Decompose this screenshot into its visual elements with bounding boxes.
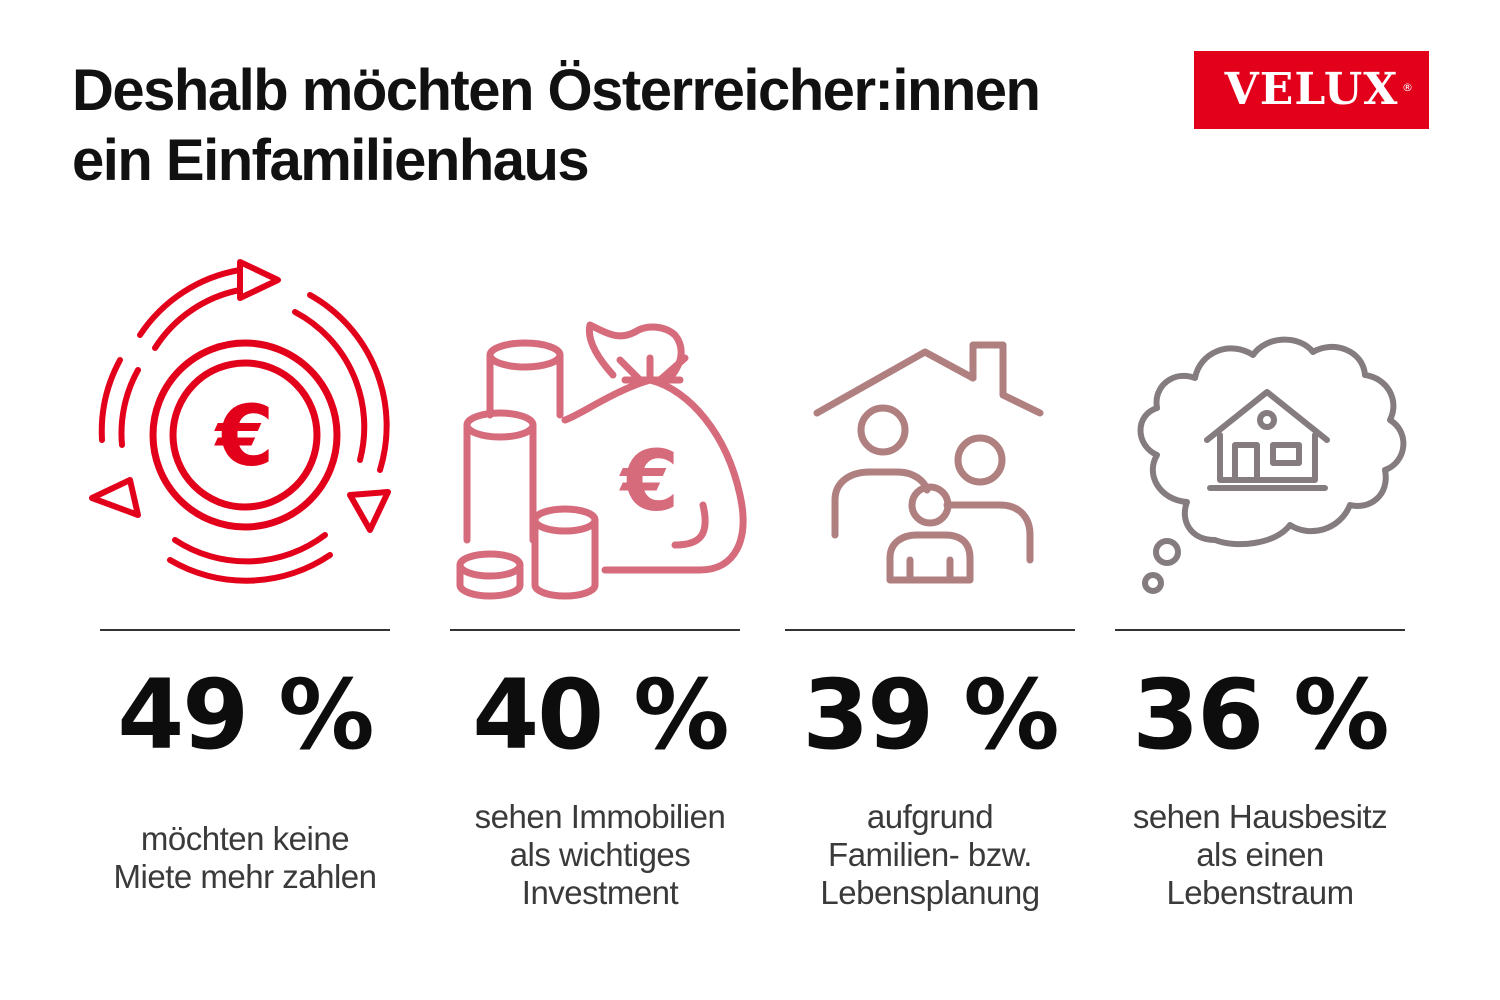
stat-value: 49 % xyxy=(117,659,374,771)
divider xyxy=(785,629,1075,631)
logo-text: VELUX xyxy=(1224,64,1399,115)
stat-label-line: Lebenstraum xyxy=(1166,874,1354,911)
velux-logo: VELUX ® xyxy=(1194,51,1429,129)
stat-label-line: als wichtiges xyxy=(509,836,691,873)
money-bag-coins-icon: € xyxy=(435,240,765,610)
stat-label-line: möchten keine xyxy=(140,820,350,857)
svg-text:€: € xyxy=(214,387,274,485)
title-line-1: Deshalb möchten Österreicher:innen xyxy=(72,58,1041,123)
stat-label-line: als einen xyxy=(1196,836,1324,873)
divider xyxy=(1115,629,1405,631)
stat-label-line: Lebensplanung xyxy=(820,874,1040,911)
logo-registered-mark: ® xyxy=(1402,81,1413,94)
stat-label-line: Investment xyxy=(521,874,679,911)
stat-label-line: aufgrund xyxy=(866,798,994,835)
stat-value: 39 % xyxy=(802,659,1059,771)
stat-label-line: Miete mehr zahlen xyxy=(113,858,377,895)
stat-label: möchten keine Miete mehr zahlen xyxy=(80,820,410,896)
stat-investment: € 40 % sehen Immobilien als wichtiges In… xyxy=(435,240,765,940)
page-title: Deshalb möchten Österreicher:innen ein E… xyxy=(72,56,1162,196)
svg-text:€: € xyxy=(619,432,679,530)
stat-value: 36 % xyxy=(1132,659,1389,771)
stat-value: 40 % xyxy=(472,659,729,771)
family-house-icon xyxy=(765,240,1095,610)
stat-no-rent: € 49 % möchten keine Miete mehr zahlen xyxy=(80,240,410,940)
stat-label: sehen Immobilien als wichtiges Investmen… xyxy=(435,798,765,912)
divider xyxy=(450,629,740,631)
stat-label: sehen Hausbesitz als einen Lebenstraum xyxy=(1095,798,1425,912)
stat-label-line: sehen Immobilien xyxy=(474,798,726,835)
stat-dream: 36 % sehen Hausbesitz als einen Lebenstr… xyxy=(1095,240,1425,940)
title-line-2: ein Einfamilienhaus xyxy=(72,128,590,193)
stat-label-line: Familien- bzw. xyxy=(828,836,1032,873)
house-dream-icon xyxy=(1095,240,1425,610)
euro-cycle-icon: € xyxy=(80,240,410,610)
divider xyxy=(100,629,390,631)
stat-label-line: sehen Hausbesitz xyxy=(1132,798,1388,835)
stat-family-planning: 39 % aufgrund Familien- bzw. Lebensplanu… xyxy=(765,240,1095,940)
stat-label: aufgrund Familien- bzw. Lebensplanung xyxy=(765,798,1095,912)
